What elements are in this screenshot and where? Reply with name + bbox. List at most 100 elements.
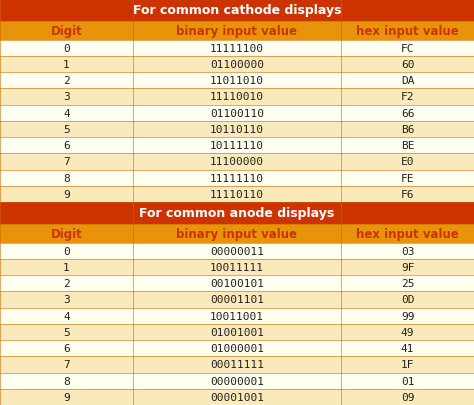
Bar — [341, 40, 474, 57]
Bar — [341, 105, 474, 121]
Text: 25: 25 — [401, 279, 414, 288]
Bar — [133, 22, 341, 40]
Bar — [341, 340, 474, 356]
Bar — [0, 154, 133, 170]
Bar — [133, 224, 341, 243]
Bar — [341, 356, 474, 373]
Bar — [133, 105, 341, 121]
Text: 11011010: 11011010 — [210, 76, 264, 86]
Bar — [341, 186, 474, 202]
Bar — [341, 170, 474, 186]
Bar — [0, 57, 133, 73]
Text: 00001101: 00001101 — [210, 295, 264, 305]
Bar — [341, 243, 474, 259]
Bar — [133, 243, 341, 259]
Bar — [133, 122, 341, 138]
Text: 2: 2 — [63, 76, 70, 86]
Text: hex input value: hex input value — [356, 227, 459, 240]
Text: 00001001: 00001001 — [210, 392, 264, 402]
Text: 60: 60 — [401, 60, 414, 70]
Text: 8: 8 — [63, 376, 70, 386]
Text: 00000011: 00000011 — [210, 246, 264, 256]
Bar — [0, 292, 133, 308]
Bar — [0, 89, 133, 105]
Bar — [341, 122, 474, 138]
Text: 00011111: 00011111 — [210, 360, 264, 369]
Text: 01001001: 01001001 — [210, 327, 264, 337]
Bar — [341, 275, 474, 292]
Bar — [133, 275, 341, 292]
Text: 11111100: 11111100 — [210, 44, 264, 53]
Bar — [0, 389, 133, 405]
Text: 1: 1 — [63, 262, 70, 272]
Text: 49: 49 — [401, 327, 414, 337]
Text: 1F: 1F — [401, 360, 414, 369]
Text: 4: 4 — [63, 109, 70, 118]
Bar — [133, 389, 341, 405]
Text: 10011111: 10011111 — [210, 262, 264, 272]
Bar — [133, 292, 341, 308]
Text: 6: 6 — [63, 343, 70, 353]
Bar — [341, 373, 474, 389]
Bar — [341, 89, 474, 105]
Text: For common cathode displays: For common cathode displays — [133, 4, 341, 17]
Bar — [133, 308, 341, 324]
Text: 9: 9 — [63, 190, 70, 199]
Text: 0D: 0D — [401, 295, 414, 305]
Text: For common anode displays: For common anode displays — [139, 207, 335, 220]
Bar — [341, 292, 474, 308]
Bar — [341, 154, 474, 170]
Text: 00100101: 00100101 — [210, 279, 264, 288]
Text: 0: 0 — [63, 246, 70, 256]
Bar — [0, 356, 133, 373]
Bar — [0, 243, 133, 259]
Text: 66: 66 — [401, 109, 414, 118]
Bar — [133, 57, 341, 73]
Bar — [341, 138, 474, 154]
Bar — [341, 308, 474, 324]
Text: 09: 09 — [401, 392, 414, 402]
Text: 7: 7 — [63, 360, 70, 369]
Bar — [0, 105, 133, 121]
Text: DA: DA — [401, 76, 414, 86]
Text: Digit: Digit — [51, 25, 82, 38]
Bar — [0, 259, 133, 275]
Bar — [0, 186, 133, 202]
Bar — [0, 122, 133, 138]
Bar — [133, 373, 341, 389]
Text: binary input value: binary input value — [176, 25, 298, 38]
Text: 01: 01 — [401, 376, 414, 386]
Text: binary input value: binary input value — [176, 227, 298, 240]
Bar — [133, 89, 341, 105]
Text: 01000001: 01000001 — [210, 343, 264, 353]
Bar — [133, 170, 341, 186]
Text: B6: B6 — [401, 125, 414, 134]
Text: F6: F6 — [401, 190, 414, 199]
Text: 01100110: 01100110 — [210, 109, 264, 118]
Text: 10110110: 10110110 — [210, 125, 264, 134]
Text: 11110110: 11110110 — [210, 190, 264, 199]
Bar — [0, 73, 133, 89]
Text: 8: 8 — [63, 173, 70, 183]
Text: 11110010: 11110010 — [210, 92, 264, 102]
Text: 99: 99 — [401, 311, 414, 321]
Bar — [0, 324, 133, 340]
Bar — [341, 259, 474, 275]
Text: 1: 1 — [63, 60, 70, 70]
Bar — [0, 308, 133, 324]
Text: 2: 2 — [63, 279, 70, 288]
Text: FC: FC — [401, 44, 414, 53]
Text: Digit: Digit — [51, 227, 82, 240]
Text: 10111110: 10111110 — [210, 141, 264, 151]
Bar — [0, 340, 133, 356]
Bar — [133, 324, 341, 340]
Text: 11111110: 11111110 — [210, 173, 264, 183]
Bar — [0, 275, 133, 292]
Bar — [341, 57, 474, 73]
Bar — [341, 22, 474, 40]
Bar — [341, 224, 474, 243]
Text: 0: 0 — [63, 44, 70, 53]
Bar — [133, 259, 341, 275]
Text: 03: 03 — [401, 246, 414, 256]
Bar — [0, 138, 133, 154]
